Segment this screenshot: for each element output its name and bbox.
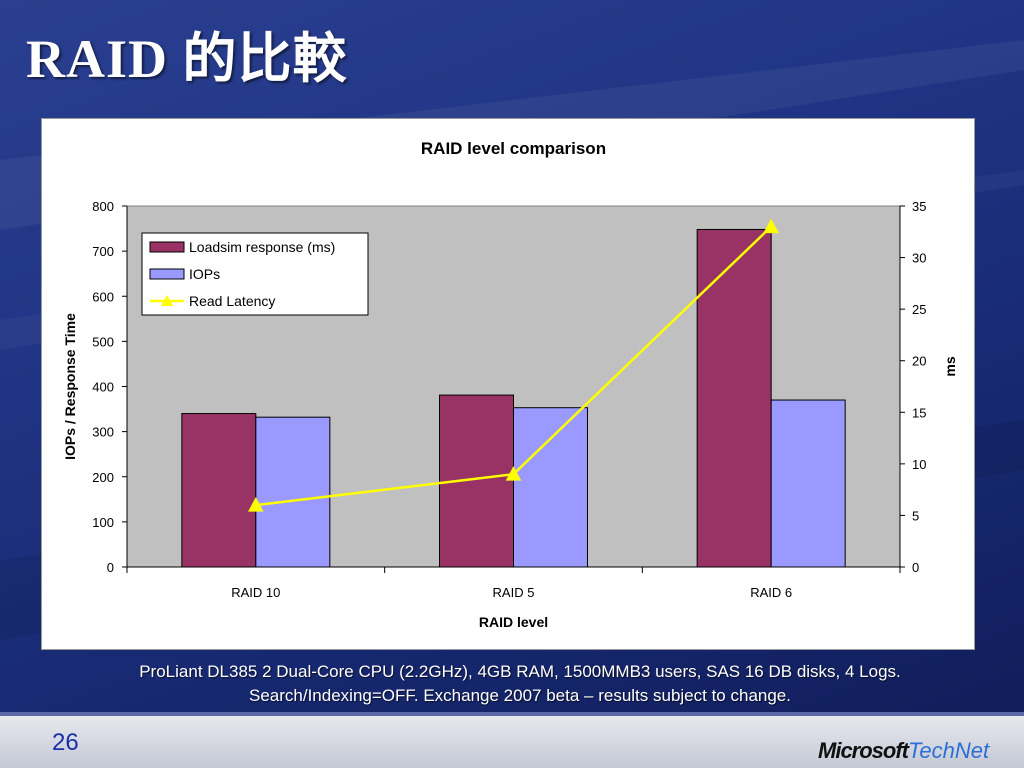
- footer-band: [0, 712, 1024, 768]
- caption-line-2: Search/Indexing=OFF. Exchange 2007 beta …: [249, 686, 791, 705]
- y-tick-label-right: 30: [912, 251, 926, 266]
- y-tick-label-right: 15: [912, 405, 926, 420]
- y-tick-label-left: 700: [92, 244, 114, 259]
- bar-iops: [513, 407, 588, 568]
- y-tick-label-right: 20: [912, 354, 926, 369]
- legend-swatch-loadsim: [149, 241, 185, 253]
- caption-line-1: ProLiant DL385 2 Dual-Core CPU (2.2GHz),…: [139, 662, 901, 681]
- microsoft-technet-logo: MicrosoftTechNet: [818, 738, 989, 764]
- chart-title: RAID level comparison: [421, 139, 606, 158]
- page-number: 26: [52, 729, 79, 756]
- chart-frame: RAID level comparison 0 100 200 300 400 500 600…: [41, 118, 975, 650]
- x-tick-label: RAID 6: [750, 585, 792, 600]
- y-tick-label-left: 500: [92, 334, 114, 349]
- bar-loadsim: [696, 228, 772, 568]
- point-read-latency: [505, 466, 522, 481]
- y-tick-label-left: 300: [92, 425, 114, 440]
- point-read-latency: [247, 497, 264, 512]
- y-tick-label-left: 200: [92, 470, 114, 485]
- y-tick-label-right: 5: [912, 508, 919, 523]
- y-tick-label-left: 600: [92, 289, 114, 304]
- bar-loadsim: [181, 413, 257, 568]
- legend-label-loadsim: Loadsim response (ms): [189, 239, 335, 255]
- y-axis-label-right: ms: [942, 356, 958, 376]
- logo-technet: TechNet: [908, 738, 990, 763]
- y-tick-label-left: 0: [107, 560, 114, 575]
- y-tick-label-right: 10: [912, 457, 926, 472]
- logo-microsoft: Microsoft: [818, 738, 909, 763]
- bar-iops: [770, 399, 846, 568]
- bar-iops: [255, 416, 331, 568]
- y-tick-label-right: 25: [912, 302, 926, 317]
- slide-title: RAID 的比較: [26, 29, 348, 89]
- legend-marker-read-latency: [161, 295, 173, 306]
- y-tick-label-right: 0: [912, 560, 919, 575]
- slide-caption: ProLiant DL385 2 Dual-Core CPU (2.2GHz),…: [40, 660, 1000, 708]
- y-tick-label-left: 400: [92, 380, 114, 395]
- chart-svg: RAID level comparison0100200300400500600…: [62, 139, 958, 630]
- x-tick-label: RAID 10: [231, 585, 280, 600]
- x-tick-label: RAID 5: [493, 585, 535, 600]
- y-axis-label-left: IOPs / Response Time: [62, 313, 78, 460]
- legend-label-iops: IOPs: [189, 266, 220, 282]
- y-tick-label-right: 35: [912, 199, 926, 214]
- legend-label-read-latency: Read Latency: [189, 293, 275, 309]
- y-tick-label-left: 100: [92, 515, 114, 530]
- x-axis-label: RAID level: [479, 614, 548, 630]
- y-tick-label-left: 800: [92, 199, 114, 214]
- point-read-latency: [763, 218, 780, 234]
- legend-swatch-iops: [149, 268, 185, 280]
